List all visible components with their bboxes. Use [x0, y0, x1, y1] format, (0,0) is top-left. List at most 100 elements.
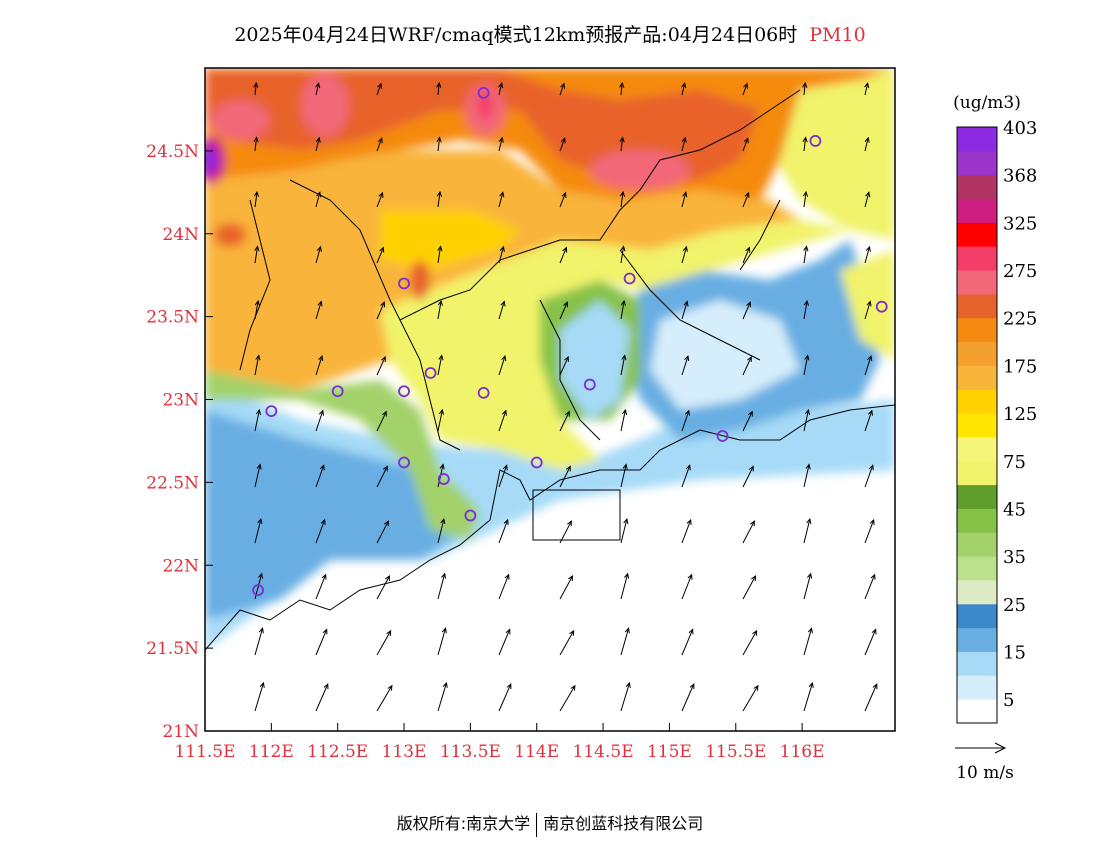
- wind-arrow: [437, 573, 446, 600]
- wind-arrow: [864, 465, 874, 488]
- wind-arrow: [315, 574, 327, 600]
- wind-arrow: [681, 465, 691, 488]
- wind-arrowhead: [380, 301, 385, 308]
- wind-arrow: [559, 575, 573, 600]
- wind-arrowhead: [384, 520, 389, 527]
- wind-arrow: [803, 83, 806, 96]
- wind-arrowhead: [566, 465, 571, 472]
- map-title: 2025年04月24日WRF/cmaq模式12km预报产品:04月24日06时 P…: [0, 20, 1100, 47]
- wind-arrowhead: [506, 683, 512, 690]
- legend-label: 5: [1003, 690, 1014, 711]
- wind-arrow: [681, 301, 688, 320]
- wind-arrow: [803, 409, 809, 432]
- wind-arrowhead: [502, 464, 508, 471]
- wind-arrow: [681, 192, 687, 208]
- wind-arrow: [681, 246, 687, 264]
- wind-arrowhead: [254, 245, 260, 252]
- wind-arrowhead: [562, 246, 568, 253]
- wind-arrowhead: [808, 681, 814, 688]
- wind-arrow: [620, 628, 630, 656]
- legend-color-box: [957, 484, 997, 509]
- wind-arrow: [742, 247, 750, 264]
- title-text: 2025年04月24日WRF/cmaq模式12km预报产品:04月24日06时: [234, 24, 798, 46]
- wind-arrow: [620, 518, 628, 544]
- lon-tick-label: 112.5E: [307, 742, 368, 762]
- legend-color-box: [957, 436, 997, 462]
- wind-arrowhead: [254, 299, 260, 306]
- wind-arrowhead: [681, 82, 687, 89]
- wind-arrowhead: [621, 408, 628, 415]
- wind-arrow: [926, 84, 930, 95]
- wind-arrow: [864, 355, 872, 376]
- wind-arrowhead: [685, 464, 691, 471]
- wind-arrow: [376, 411, 387, 432]
- wind-arrow: [742, 575, 756, 600]
- wind-arrow: [864, 683, 878, 712]
- wind-arrow: [315, 246, 321, 264]
- wind-arrow: [315, 410, 324, 432]
- wind-arrowhead: [867, 354, 873, 362]
- lon-tick-label: 114.5E: [573, 742, 634, 762]
- wind-arrowhead: [688, 628, 694, 635]
- wind-arrowhead: [866, 300, 872, 307]
- wind-arrowhead: [498, 136, 504, 143]
- wind-arrow: [498, 246, 504, 264]
- wind-arrowhead: [318, 354, 324, 362]
- wind-arrow: [620, 464, 627, 488]
- wind-arrowhead: [255, 354, 261, 361]
- wind-arrowhead: [682, 245, 688, 252]
- wind-arrow: [559, 520, 572, 544]
- wind-arrowhead: [747, 355, 752, 362]
- wind-arrow: [498, 355, 506, 376]
- legend-color-box: [957, 341, 997, 366]
- wind-arrowhead: [437, 299, 443, 306]
- wind-arrow: [437, 355, 443, 376]
- wind-arrowhead: [929, 248, 933, 253]
- wind-arrowhead: [620, 299, 626, 306]
- wind-arrow: [926, 138, 931, 151]
- wind-arrowhead: [686, 518, 692, 526]
- wind-arrow: [742, 411, 753, 432]
- legend-color-box: [957, 675, 997, 700]
- legend-label: 15: [1003, 642, 1026, 663]
- legend-label: 403: [1003, 118, 1037, 139]
- wind-arrowhead: [560, 82, 566, 89]
- wind-arrow: [803, 518, 811, 544]
- station-marker: [716, 430, 729, 442]
- wind-arrowhead: [315, 82, 321, 89]
- wind-arrow: [559, 302, 568, 320]
- wind-arrow: [864, 192, 870, 208]
- legend-color-box: [957, 174, 997, 200]
- wind-vectors: [253, 81, 940, 712]
- wind-arrow: [437, 137, 441, 152]
- station-marker: [809, 135, 822, 147]
- wind-arrowhead: [501, 409, 507, 416]
- wind-arrow: [376, 356, 386, 376]
- wind-arrowhead: [624, 627, 630, 634]
- color-legend: 5 15 25 35 45 75 125 175 225 275 325 368 403: [957, 118, 1037, 724]
- legend-color-box: [957, 222, 997, 247]
- station-marker: [398, 277, 410, 290]
- wind-arrow: [376, 138, 383, 152]
- wind-arrow: [254, 355, 260, 376]
- wind-arrowhead: [687, 573, 693, 580]
- wind-arrow: [254, 628, 264, 656]
- wind-arrow: [254, 464, 261, 488]
- wind-arrow: [926, 631, 940, 655]
- lat-tick-label: 22.5N: [146, 473, 199, 493]
- copyright-text: 版权所有:南京大学: [396, 814, 531, 833]
- lon-tick-label: 115.5E: [705, 742, 766, 762]
- lat-tick-label: 24N: [162, 225, 199, 245]
- wind-arrowhead: [753, 684, 759, 691]
- wind-arrow: [681, 519, 692, 544]
- wind-arrowhead: [868, 464, 874, 471]
- wind-arrowhead: [253, 190, 260, 197]
- wind-arrow: [681, 574, 693, 600]
- wind-arrow: [498, 683, 512, 712]
- wind-arrow: [620, 573, 629, 600]
- wind-arrowhead: [872, 683, 878, 690]
- wind-arrow: [498, 629, 511, 656]
- wind-arrowhead: [441, 572, 447, 579]
- wind-arrow: [437, 246, 442, 264]
- wind-arrowhead: [926, 84, 930, 89]
